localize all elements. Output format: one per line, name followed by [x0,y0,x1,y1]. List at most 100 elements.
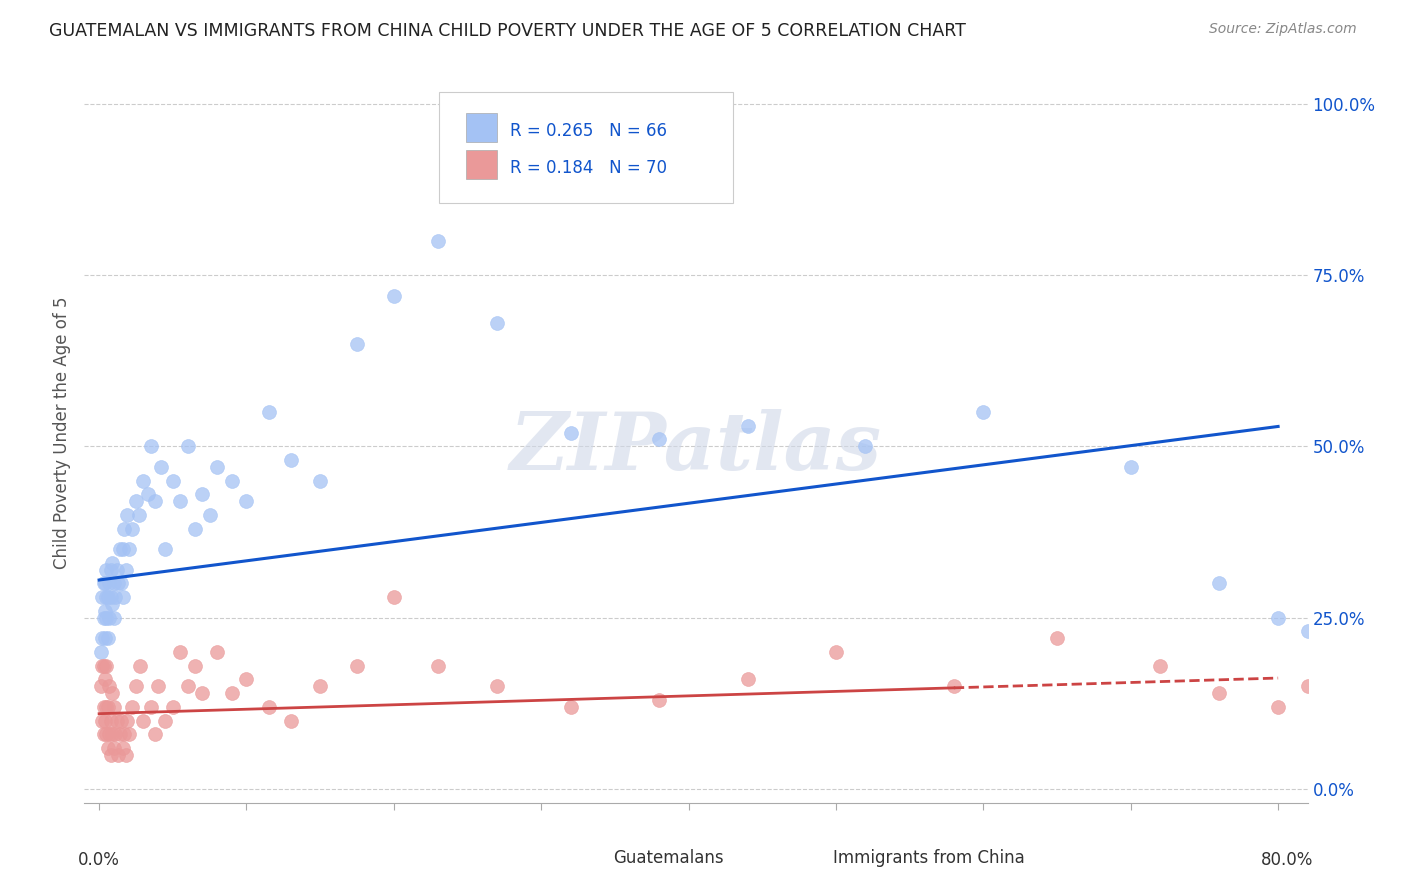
Point [101,686,124,700]
Point [737,418,759,433]
Point [257,405,280,419]
Point [96,563,118,577]
Point [93,658,115,673]
Point [485,316,508,330]
Point [155,714,177,728]
Point [94,714,117,728]
Point [648,693,671,707]
Point [139,439,162,453]
Point [101,597,124,611]
Point [1355,679,1378,693]
Point [309,679,332,693]
Point [485,679,508,693]
Point [114,747,136,762]
Point [162,699,184,714]
Point [1208,686,1230,700]
Point [117,542,139,557]
Point [132,474,155,488]
Point [111,741,134,756]
Point [191,686,214,700]
Point [139,699,162,714]
Point [101,556,124,570]
Point [107,747,129,762]
Point [942,679,965,693]
Point [1399,645,1406,659]
Point [94,673,117,687]
Point [1267,699,1289,714]
Point [98,576,121,591]
Text: R = 0.265   N = 66: R = 0.265 N = 66 [510,122,666,140]
Point [97,632,120,646]
Point [128,508,150,522]
Point [1385,699,1406,714]
Point [235,673,257,687]
Point [855,439,877,453]
Point [101,727,124,741]
Point [111,590,134,604]
Point [104,727,127,741]
Point [560,699,582,714]
Point [125,679,148,693]
Point [94,632,117,646]
Text: Immigrants from China: Immigrants from China [832,849,1025,867]
Point [100,563,122,577]
Point [169,645,191,659]
Point [96,590,118,604]
Point [98,679,121,693]
Point [1369,658,1392,673]
Point [93,727,115,741]
Point [309,474,332,488]
Point [91,714,114,728]
Point [98,611,121,625]
Text: ZIPatlas: ZIPatlas [510,409,882,486]
Point [105,714,128,728]
Point [110,576,132,591]
Point [107,576,129,591]
Point [94,576,117,591]
Point [90,679,112,693]
Point [146,679,169,693]
Point [205,459,228,474]
Point [115,508,138,522]
Bar [465,150,496,179]
Point [1208,576,1230,591]
Text: Source: ZipAtlas.com: Source: ZipAtlas.com [1209,22,1357,37]
Point [1296,679,1319,693]
Point [132,714,155,728]
Point [346,336,368,351]
Point [162,474,184,488]
Text: R = 0.184   N = 70: R = 0.184 N = 70 [510,160,666,178]
Point [91,590,114,604]
Point [100,714,122,728]
Point [176,679,198,693]
Point [382,288,405,302]
Point [143,727,166,741]
Point [115,714,138,728]
Point [121,522,143,536]
Point [346,658,368,673]
Point [103,611,125,625]
Point [143,494,166,508]
Point [112,522,135,536]
Point [96,699,118,714]
Text: Guatemalans: Guatemalans [613,849,724,867]
Point [235,494,257,508]
Point [155,542,177,557]
Point [280,714,302,728]
Point [427,234,450,248]
Point [103,576,125,591]
Point [169,494,191,508]
Point [98,727,121,741]
Point [114,563,136,577]
Point [1267,611,1289,625]
Point [257,699,280,714]
Point [97,590,120,604]
Point [1326,658,1348,673]
Point [198,508,221,522]
Point [108,727,131,741]
Point [97,699,120,714]
Point [100,590,122,604]
Point [97,741,120,756]
Text: 0.0%: 0.0% [79,851,120,869]
Point [96,727,118,741]
